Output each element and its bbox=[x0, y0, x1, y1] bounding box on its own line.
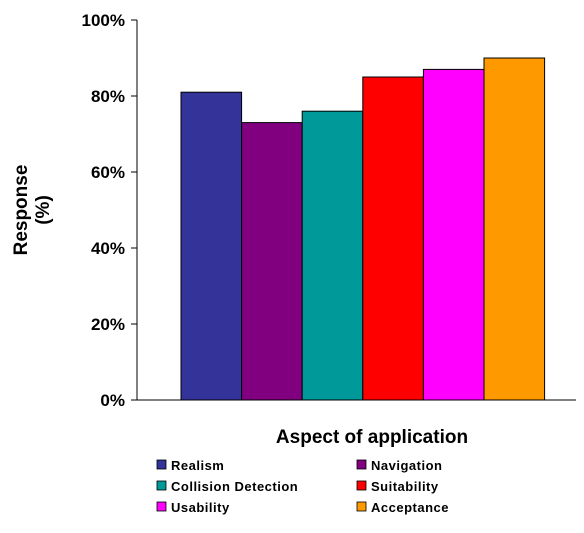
bar-collision-detection bbox=[301, 110, 364, 401]
legend-label-navigation: Navigation bbox=[371, 458, 442, 473]
bar-usability bbox=[422, 68, 485, 401]
y-tick-label: 40% bbox=[91, 239, 125, 258]
y-tick-label: 60% bbox=[91, 163, 125, 182]
legend-label-realism: Realism bbox=[171, 458, 224, 473]
bar-suitability bbox=[362, 76, 424, 401]
y-tick-label: 20% bbox=[91, 315, 125, 334]
legend-swatch-collision-detection bbox=[156, 480, 167, 491]
y-tick-label: 100% bbox=[82, 11, 125, 30]
y-axis-title-line-2: (%) bbox=[33, 195, 54, 225]
legend-swatch-suitability bbox=[356, 480, 367, 491]
legend-swatch-usability bbox=[156, 501, 167, 512]
y-axis-title-line-1: Response bbox=[11, 165, 32, 256]
legend: Realism Navigation Collision Detection Suit… bbox=[156, 458, 449, 515]
bars bbox=[180, 57, 546, 401]
axes bbox=[136, 20, 576, 401]
legend-label-usability: Usability bbox=[171, 500, 230, 515]
y-tick-label: 0% bbox=[100, 391, 125, 410]
y-axis-title: Response (%) bbox=[11, 165, 54, 256]
legend-label-suitability: Suitability bbox=[371, 479, 439, 494]
y-tick-label: 80% bbox=[91, 87, 125, 106]
legend-label-acceptance: Acceptance bbox=[371, 500, 449, 515]
bar-acceptance bbox=[483, 57, 546, 401]
legend-swatch-acceptance bbox=[356, 501, 367, 512]
legend-label-collision-detection: Collision Detection bbox=[171, 479, 298, 494]
y-axis-ticks: 0% 20% 40% 60% 80% 100% bbox=[82, 11, 137, 410]
legend-swatch-realism bbox=[156, 459, 167, 470]
legend-swatch-navigation bbox=[356, 459, 367, 470]
bar-navigation bbox=[241, 122, 303, 401]
bar-realism bbox=[180, 91, 243, 401]
x-axis-title: Aspect of application bbox=[276, 427, 468, 448]
